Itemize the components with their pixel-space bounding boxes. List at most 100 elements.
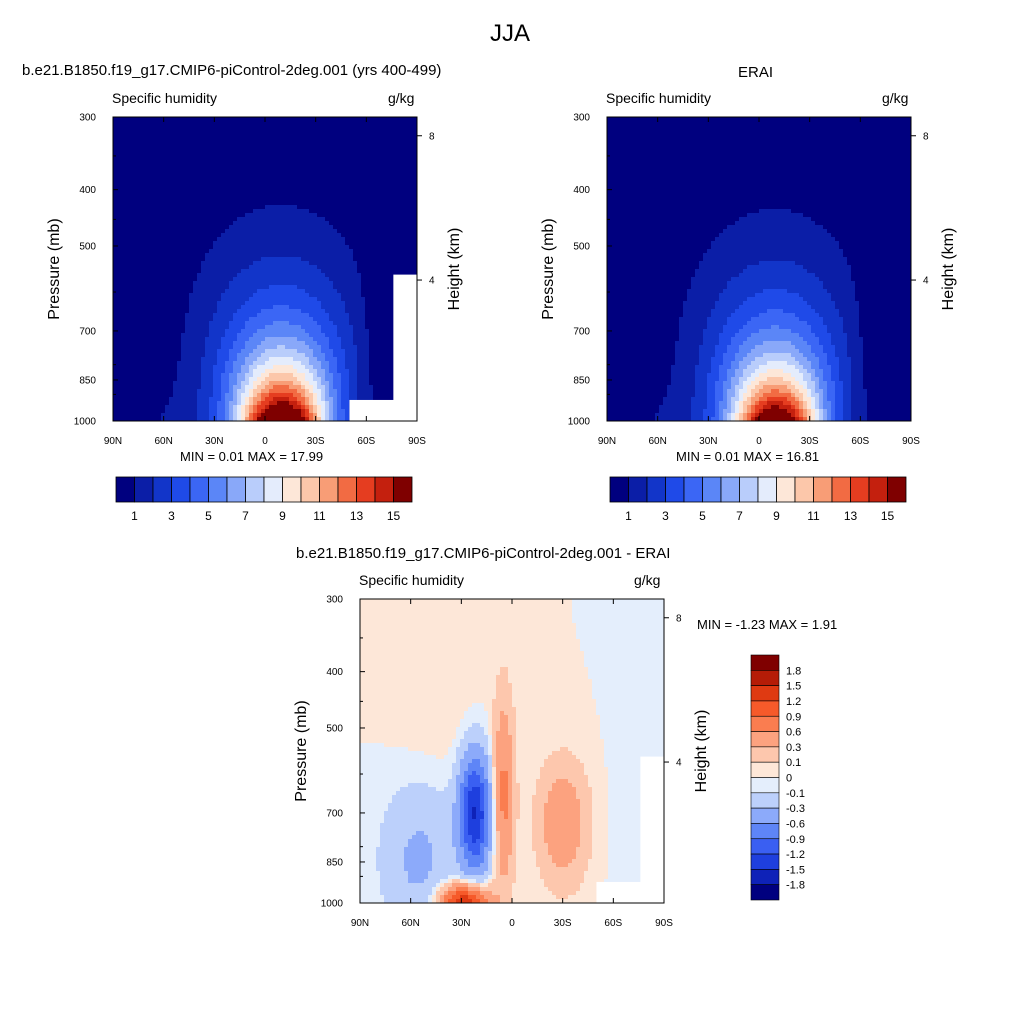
- field-cell: [189, 337, 194, 342]
- field-cell: [241, 405, 246, 410]
- field-cell: [209, 261, 214, 266]
- field-cell: [321, 129, 326, 134]
- field-cell: [177, 365, 182, 370]
- field-cell: [209, 385, 214, 390]
- field-cell: [285, 137, 290, 142]
- field-cell: [193, 229, 198, 234]
- field-cell: [305, 369, 310, 374]
- field-cell: [157, 357, 162, 362]
- field-cell: [321, 417, 326, 421]
- field-cell: [177, 281, 182, 286]
- field-cell: [237, 357, 242, 362]
- field-cell: [209, 253, 214, 258]
- field-cell: [297, 417, 302, 421]
- field-cell: [353, 397, 358, 402]
- field-cell: [317, 165, 322, 170]
- field-cell: [137, 173, 142, 178]
- field-cell: [249, 121, 254, 126]
- field-cell: [321, 221, 326, 226]
- field-cell: [345, 321, 350, 326]
- field-cell: [253, 305, 258, 310]
- field-cell: [201, 397, 206, 402]
- field-cell: [197, 309, 202, 314]
- field-cell: [257, 181, 262, 186]
- field-cell: [233, 293, 238, 298]
- field-cell: [317, 329, 322, 334]
- field-cell: [133, 417, 138, 421]
- field-cell: [365, 145, 370, 150]
- field-cell: [201, 337, 206, 342]
- field-cell: [157, 225, 162, 230]
- field-cell: [193, 205, 198, 210]
- field-cell: [253, 253, 258, 258]
- field-cell: [369, 233, 374, 238]
- field-cell: [125, 361, 130, 366]
- field-cell: [305, 169, 310, 174]
- field-cell: [349, 137, 354, 142]
- field-cell: [369, 305, 374, 310]
- field-cell: [313, 389, 318, 394]
- field-cell: [293, 329, 298, 334]
- field-cell: [197, 145, 202, 150]
- field-cell: [365, 345, 370, 350]
- field-cell: [293, 269, 298, 274]
- field-cell: [269, 361, 274, 366]
- field-cell: [113, 121, 118, 126]
- field-cell: [253, 389, 258, 394]
- field-cell: [289, 153, 294, 158]
- field-cell: [321, 353, 326, 358]
- field-cell: [141, 245, 146, 250]
- field-cell: [353, 233, 358, 238]
- field-cell: [301, 253, 306, 258]
- field-cell: [301, 393, 306, 398]
- field-cell: [281, 117, 286, 122]
- field-cell: [345, 349, 350, 354]
- field-cell: [205, 333, 210, 338]
- field-cell: [269, 301, 274, 306]
- field-cell: [369, 309, 374, 314]
- field-cell: [333, 129, 338, 134]
- field-cell: [373, 289, 378, 294]
- field-cell: [293, 157, 298, 162]
- field-cell: [325, 213, 330, 218]
- field-cell: [169, 125, 174, 130]
- field-cell: [177, 337, 182, 342]
- field-cell: [125, 229, 130, 234]
- field-cell: [353, 197, 358, 202]
- field-cell: [149, 177, 154, 182]
- field-cell: [265, 137, 270, 142]
- field-cell: [317, 221, 322, 226]
- field-cell: [197, 293, 202, 298]
- field-cell: [181, 193, 186, 198]
- field-cell: [225, 413, 230, 418]
- field-cell: [113, 413, 118, 418]
- field-cell: [221, 349, 226, 354]
- field-cell: [169, 225, 174, 230]
- field-cell: [225, 257, 230, 262]
- field-cell: [113, 345, 118, 350]
- field-cell: [357, 257, 362, 262]
- field-cell: [209, 189, 214, 194]
- field-cell: [257, 165, 262, 170]
- field-cell: [357, 205, 362, 210]
- field-cell: [365, 225, 370, 230]
- field-cell: [121, 177, 126, 182]
- field-cell: [293, 129, 298, 134]
- field-cell: [281, 377, 286, 382]
- field-cell: [333, 241, 338, 246]
- field-cell: [161, 253, 166, 258]
- field-cell: [369, 381, 374, 386]
- field-cell: [297, 409, 302, 414]
- field-cell: [201, 313, 206, 318]
- field-cell: [305, 145, 310, 150]
- field-cell: [185, 277, 190, 282]
- field-cell: [245, 349, 250, 354]
- field-cell: [353, 349, 358, 354]
- field-cell: [245, 177, 250, 182]
- field-cell: [249, 417, 254, 421]
- field-cell: [181, 365, 186, 370]
- field-cell: [201, 233, 206, 238]
- field-cell: [125, 241, 130, 246]
- field-cell: [269, 197, 274, 202]
- field-cell: [121, 205, 126, 210]
